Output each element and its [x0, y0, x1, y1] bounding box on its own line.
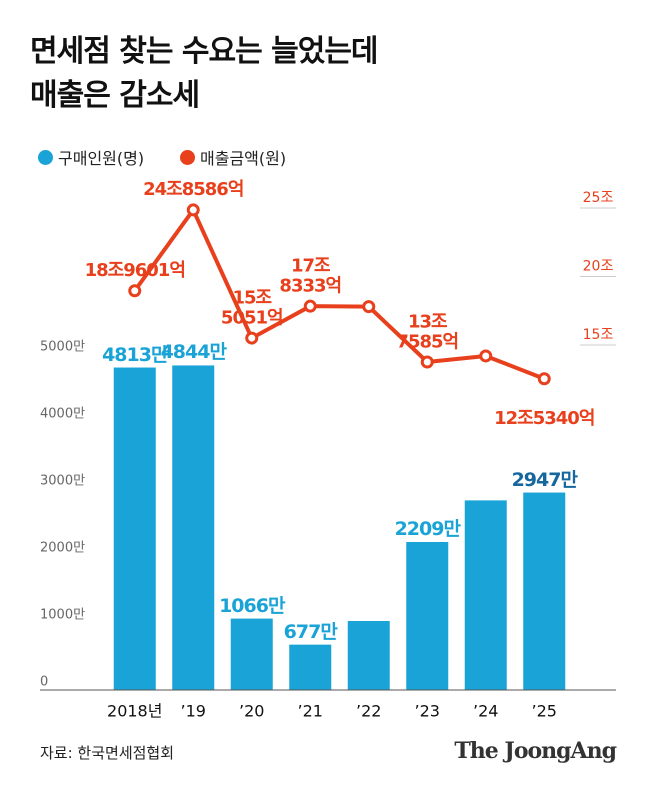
line-value-label: 15조 5051억: [220, 287, 284, 329]
line-point: [303, 299, 317, 313]
legend-label: 구매인원(명): [58, 149, 145, 168]
x-tick-label: ’24: [473, 702, 498, 721]
x-tick-label: ’20: [239, 702, 264, 721]
bar-value-label: 4813만: [102, 343, 168, 366]
bar: [347, 620, 390, 690]
y-tick-label: 5000만: [40, 340, 85, 355]
legend-item: 구매인원(명): [38, 145, 144, 169]
y-tick-label: 2000만: [40, 541, 85, 556]
bar-value-label: 677만: [283, 620, 338, 643]
line-point: [420, 355, 434, 369]
x-tick-label: ’23: [415, 702, 440, 721]
line-point: [537, 372, 551, 386]
y-tick-label: 0: [40, 675, 48, 690]
bar: [113, 367, 156, 690]
line-point: [362, 300, 376, 314]
bar: [289, 644, 332, 690]
bar-value-label: 1066만: [219, 594, 285, 617]
line-value-label: 24조8586억: [143, 179, 244, 201]
y2-tick-label: 25조: [583, 190, 614, 206]
bar-value-label: 2947만: [511, 468, 578, 491]
legend-label: 매출금액(원): [200, 149, 287, 168]
line-value-label: 12조5340억: [494, 407, 595, 429]
brand: The JoongAng: [454, 738, 617, 764]
line-value-label: 17조 8333억: [279, 255, 342, 297]
line-point: [186, 203, 200, 217]
source: 자료: 한국면세점협회: [40, 744, 175, 762]
bar: [406, 541, 449, 690]
chart-title: 면세점 찾는 수요는 늘었는데 매출은 감소세: [30, 34, 379, 113]
bar: [464, 500, 507, 690]
bar: [230, 618, 273, 690]
bar: [172, 365, 215, 690]
bar-value-label: 4844만: [160, 341, 227, 364]
legend-item: 매출금액(원): [180, 145, 286, 169]
line-point: [479, 349, 493, 363]
y2-tick-label: 15조: [583, 327, 614, 343]
line-point: [128, 284, 142, 298]
x-tick-label: ’21: [298, 702, 323, 721]
line-value-label: 18조9601억: [84, 259, 186, 281]
line-value-label: 13조 7585억: [396, 311, 459, 353]
x-tick-label: ’22: [356, 702, 381, 721]
legend-swatch: [38, 149, 53, 165]
legend-swatch: [180, 149, 195, 165]
bar: [523, 492, 566, 690]
bar-value-label: 2209만: [394, 518, 461, 541]
x-tick-label: ’19: [181, 702, 206, 721]
x-tick-label: 2018년: [107, 702, 162, 721]
y-tick-label: 3000만: [40, 474, 85, 489]
x-tick-label: ’25: [532, 702, 557, 721]
y-tick-label: 1000만: [40, 608, 85, 623]
y2-tick-label: 20조: [583, 259, 614, 275]
y-tick-label: 4000만: [40, 407, 85, 422]
line: [133, 207, 545, 381]
line-point: [245, 331, 259, 345]
